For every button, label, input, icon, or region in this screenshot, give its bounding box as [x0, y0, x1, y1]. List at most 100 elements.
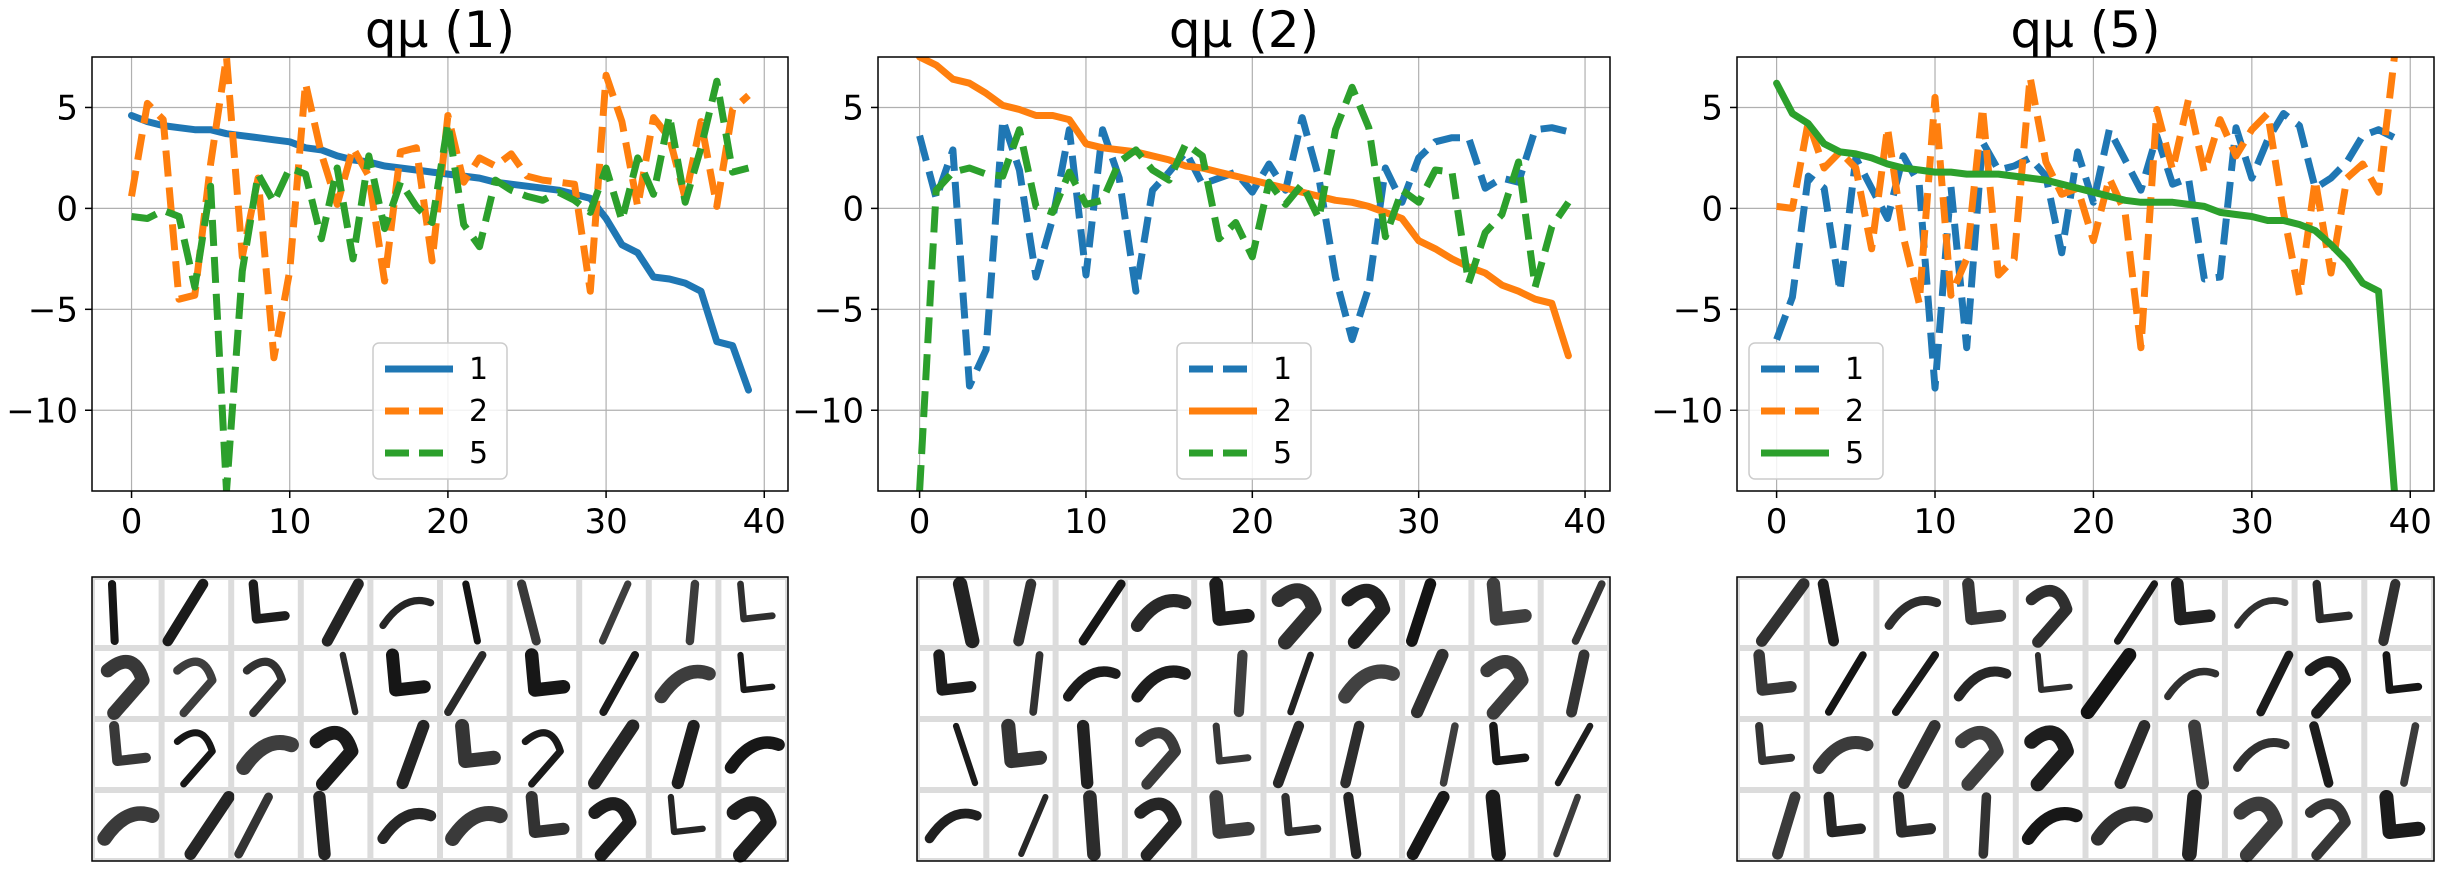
digit-stroke	[1772, 791, 1801, 860]
image-tile	[582, 793, 646, 862]
digit-stroke	[726, 796, 777, 863]
x-tick-label: 10	[1064, 502, 1107, 542]
image-tile	[1266, 720, 1330, 789]
image-tile	[1197, 577, 1261, 645]
image-tile	[443, 793, 508, 858]
x-tick-label: 20	[426, 502, 469, 542]
image-tile	[443, 650, 507, 717]
image-tile	[1879, 580, 1944, 645]
image-tile-background	[1879, 580, 1944, 645]
image-tile-background	[2367, 722, 2431, 787]
y-tick-label: −5	[1673, 290, 1723, 330]
image-tile-background	[373, 580, 437, 645]
image-tile	[1809, 578, 1874, 647]
image-tile	[1809, 722, 1874, 787]
y-tick-label: 5	[1701, 88, 1723, 128]
digit-stroke	[97, 806, 160, 846]
digit-stroke	[1130, 594, 1192, 632]
image-tile-background	[1949, 651, 2013, 716]
digit-stroke	[321, 578, 364, 647]
x-tick-label: 20	[2072, 502, 2115, 542]
image-tile	[1405, 722, 1469, 787]
image-tile-background	[989, 651, 1053, 716]
image-tile-background	[1335, 651, 1400, 716]
image-tile	[582, 580, 646, 645]
digit-stroke	[654, 664, 716, 704]
digit-stroke	[1755, 578, 1810, 647]
digit-stroke	[2304, 798, 2351, 861]
image-tile	[2088, 793, 2153, 858]
image-tile	[651, 719, 716, 790]
digit-stroke	[1486, 577, 1532, 626]
digit-stroke	[1884, 596, 1942, 630]
digit-stroke	[1753, 649, 1797, 696]
legend-label-1: 1	[469, 352, 488, 387]
image-tile	[2227, 722, 2292, 787]
image-tile-background	[721, 651, 785, 716]
image-tile	[1949, 792, 2013, 859]
image-tile	[2158, 577, 2222, 645]
image-tile	[2227, 793, 2292, 863]
image-tile	[1197, 790, 1261, 858]
digit-stroke	[1001, 718, 1048, 769]
image-tile	[582, 650, 646, 717]
digit-stroke	[1406, 790, 1450, 861]
digit-stroke	[2090, 806, 2153, 846]
image-tile-background	[95, 580, 159, 645]
image-tile-background	[651, 793, 716, 858]
image-tile-background	[1405, 722, 1469, 787]
legend: 1 2 5	[1748, 342, 1884, 480]
image-tile	[234, 579, 298, 645]
digit-stroke	[1281, 792, 1322, 837]
digit-stroke	[2021, 807, 2083, 845]
digit-stroke	[588, 719, 640, 790]
image-tile	[373, 793, 437, 858]
image-tile	[582, 719, 646, 790]
image-tile	[721, 793, 785, 863]
image-tile	[2297, 651, 2362, 719]
image-tile	[1474, 577, 1538, 645]
digit-stroke	[1212, 722, 1252, 765]
digit-stroke	[309, 725, 359, 791]
image-tile-background	[373, 793, 437, 858]
digit-stroke	[2234, 597, 2289, 629]
digit-stroke	[2025, 585, 2073, 648]
image-tile	[1740, 649, 1804, 716]
digit-stroke	[737, 651, 776, 694]
image-tile	[2018, 651, 2083, 716]
legend-label-1: 1	[1273, 352, 1292, 387]
digit-stroke	[1480, 655, 1529, 720]
image-tile	[1335, 720, 1400, 789]
image-tile	[303, 578, 368, 647]
y-tick-label: 0	[56, 189, 78, 229]
legend-label-5: 5	[1273, 436, 1292, 471]
digit-stroke	[598, 580, 632, 645]
image-tile	[651, 651, 716, 716]
digit-stroke	[2382, 651, 2423, 694]
image-tile	[1543, 793, 1607, 858]
digit-stroke	[1406, 578, 1437, 647]
digit-stroke	[1131, 665, 1191, 703]
digit-stroke	[2024, 725, 2074, 792]
digit-stroke	[2170, 577, 2216, 626]
image-tile	[1266, 651, 1330, 716]
image-tile	[1127, 722, 1192, 790]
image-tile-background	[721, 580, 785, 645]
chart-title: qμ (5)	[2010, 1, 2160, 59]
digit-stroke	[162, 578, 209, 647]
image-tile	[2018, 793, 2083, 858]
legend-label-1: 1	[1845, 352, 1864, 387]
image-tile-background	[1474, 722, 1538, 787]
digit-stroke	[1755, 721, 1796, 766]
image-tile	[1740, 721, 1804, 787]
digit-stroke	[1062, 666, 1121, 702]
digit-stroke	[1891, 651, 1940, 716]
digit-stroke	[1485, 789, 1506, 862]
image-tile	[1266, 792, 1330, 858]
digit-stroke	[1812, 736, 1874, 774]
image-tile	[920, 576, 984, 649]
image-tile-background	[2227, 580, 2292, 645]
image-tile	[989, 793, 1053, 858]
legend: 1 2 5	[372, 342, 508, 480]
y-tick-label: 5	[56, 88, 78, 128]
